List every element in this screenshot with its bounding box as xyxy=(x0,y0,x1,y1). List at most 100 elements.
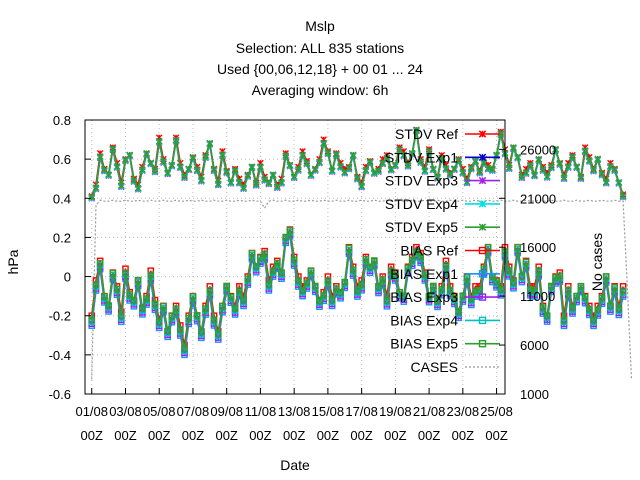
series-point xyxy=(101,293,108,300)
series-point xyxy=(442,257,450,265)
series-line xyxy=(90,228,624,350)
x-tick-label: 13/08 xyxy=(278,404,311,419)
series-point xyxy=(615,178,623,186)
legend-label: STDV Exp5 xyxy=(385,219,458,235)
series-point xyxy=(185,165,193,173)
series-point xyxy=(324,273,332,280)
series-point xyxy=(434,297,441,305)
x-tick-label: 15/08 xyxy=(312,404,345,419)
series-point xyxy=(459,292,467,300)
y2-tick-label: 11000 xyxy=(520,289,555,304)
series-point xyxy=(438,154,446,162)
series-point xyxy=(577,174,585,181)
x-tick-label: 09/08 xyxy=(210,404,243,419)
series-point xyxy=(527,286,534,293)
series-point xyxy=(278,269,285,277)
series-point xyxy=(316,158,323,166)
legend-item: BIAS Exp1 xyxy=(390,266,500,282)
series-point xyxy=(92,184,100,192)
series-point xyxy=(446,170,454,178)
series-point xyxy=(505,267,513,274)
series-point xyxy=(413,243,420,251)
series-point xyxy=(286,161,294,169)
series-point xyxy=(421,167,429,174)
series-point xyxy=(193,312,201,319)
series-point xyxy=(569,153,576,160)
legend: STDV Ref STDV Exp1 STDV Exp3 STDV Exp4 STDV … xyxy=(385,126,500,375)
series-point xyxy=(177,326,184,333)
series-point xyxy=(278,178,285,186)
series-point xyxy=(147,271,155,279)
series-point xyxy=(531,287,538,294)
y-axis-label: hPa xyxy=(5,249,21,274)
series-point xyxy=(484,164,492,172)
series-point xyxy=(535,155,543,163)
series-point xyxy=(206,139,214,147)
series-point xyxy=(607,302,614,310)
series-point xyxy=(130,176,138,184)
legend-item: BIAS Exp3 xyxy=(390,289,500,305)
x-tick-label: 21/08 xyxy=(413,404,446,419)
series-point xyxy=(438,285,446,293)
legend-marker xyxy=(478,316,487,325)
series-point xyxy=(244,172,252,179)
legend-label: BIAS Exp1 xyxy=(390,266,458,282)
series-point xyxy=(189,293,197,300)
series-point xyxy=(198,176,205,184)
series-point xyxy=(206,283,214,290)
chart-subtitle-selection: Selection: ALL 835 stations xyxy=(236,40,404,56)
series-point xyxy=(370,169,378,176)
series-point xyxy=(569,304,576,311)
axes: 0.8 0.6 0.4 0.2 0 -0.2 -0.4 -0.6 26000 21000 16000… xyxy=(49,113,557,443)
series-point xyxy=(573,292,580,300)
series-point xyxy=(333,285,340,292)
series-point xyxy=(337,289,344,296)
series-point xyxy=(299,151,306,159)
series-point xyxy=(177,163,184,170)
series-point xyxy=(430,282,437,290)
series-point xyxy=(96,259,104,267)
series-point xyxy=(535,267,543,274)
series-point xyxy=(518,272,526,280)
y-tick-label: 0.6 xyxy=(53,152,71,167)
series-point xyxy=(143,150,150,157)
series-point xyxy=(430,165,437,173)
legend-item: STDV Exp3 xyxy=(385,173,500,189)
series-point xyxy=(219,151,226,158)
series-point xyxy=(214,330,222,338)
legend-marker xyxy=(478,270,487,278)
series-point xyxy=(282,152,290,159)
series-point xyxy=(552,145,559,153)
x-tick-label-time: 00Z xyxy=(148,428,170,443)
series-point xyxy=(320,291,327,299)
series-point xyxy=(223,282,230,290)
series-point xyxy=(202,153,209,160)
series-point xyxy=(231,166,239,174)
plot-frame xyxy=(84,119,506,395)
series-point xyxy=(328,296,336,304)
series-point xyxy=(354,287,361,294)
x-tick-label: 23/08 xyxy=(447,404,480,419)
x-tick-label-time: 00Z xyxy=(418,428,440,443)
series-point xyxy=(370,257,378,264)
series-point xyxy=(88,316,96,324)
series-point xyxy=(295,277,302,284)
chart-subtitle-window: Averaging window: 6h xyxy=(252,82,389,98)
series-point xyxy=(413,126,420,134)
x-tick-label: 05/08 xyxy=(143,404,176,419)
series-point xyxy=(147,267,155,275)
series-point xyxy=(590,316,597,324)
series-point xyxy=(126,151,133,159)
series-point xyxy=(505,164,513,171)
series-point xyxy=(497,286,505,293)
series-point xyxy=(514,153,521,161)
series-point xyxy=(472,287,479,294)
series-point xyxy=(442,165,450,172)
series-point xyxy=(358,281,365,288)
legend-item: STDV Exp4 xyxy=(385,196,500,212)
series-point xyxy=(299,286,306,294)
series-point xyxy=(619,283,627,290)
series-point xyxy=(139,166,146,173)
series-point xyxy=(320,139,327,147)
series-point xyxy=(548,163,555,171)
